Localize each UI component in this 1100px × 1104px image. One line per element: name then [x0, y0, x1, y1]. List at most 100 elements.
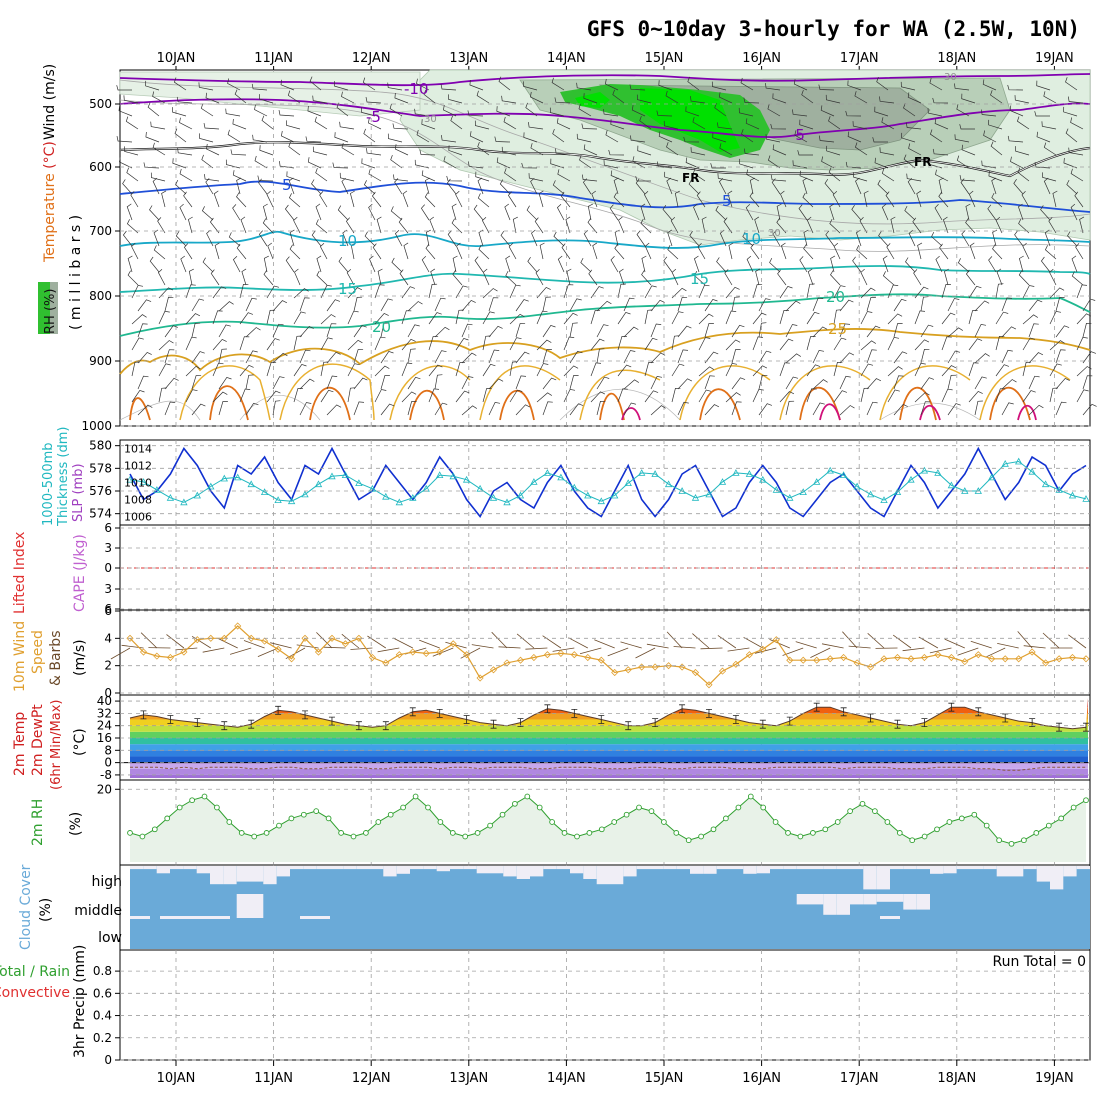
wind-barb [246, 403, 258, 415]
wind-barb [377, 217, 381, 233]
wind-barb [753, 313, 766, 324]
wind-barb [391, 206, 402, 220]
wind-barb [651, 353, 665, 363]
lifted-index-axis-label: Lifted Index [12, 532, 28, 614]
wind-barb [317, 271, 327, 285]
wind10m-barb [810, 648, 830, 658]
rh2m-marker [314, 809, 319, 814]
cloud-high-clear [917, 866, 930, 869]
cloud-high-clear [690, 866, 703, 874]
wind-barb [240, 337, 249, 350]
cloud-high-clear [570, 866, 583, 873]
wind-barb [453, 256, 457, 272]
wind-barb [165, 297, 173, 311]
cloud-mid-clear [823, 894, 836, 915]
wind-barb [435, 298, 446, 311]
temp-color-band [130, 732, 1088, 738]
wind-barb [117, 136, 132, 142]
wind10m-barb [543, 636, 561, 648]
rh2m-marker [699, 834, 704, 839]
wind-barb [340, 122, 354, 129]
wind-barb [264, 256, 269, 272]
wind-barb [975, 324, 986, 337]
wind-barb [618, 389, 628, 402]
wind-barb [180, 169, 192, 181]
wind-barb [435, 375, 442, 389]
wind-barb [672, 288, 686, 298]
cloud-high-clear [717, 866, 730, 869]
pressure-axis-label: ( m i l l i b a r s ) [68, 215, 84, 330]
wind-barb [732, 378, 745, 389]
wind-barb [834, 338, 846, 350]
wind-barb [786, 325, 797, 338]
wind10m-barb [499, 647, 521, 648]
wind-barb [403, 191, 408, 207]
top-date-label: 13JAN [449, 51, 488, 66]
y-tick-label: 1000 [81, 419, 112, 433]
wind-barb [176, 180, 186, 194]
wind-barb [861, 388, 869, 402]
wind-barb [888, 314, 902, 324]
cloud-cover-label: Cloud Cover [18, 864, 34, 950]
wind-barb [678, 326, 691, 337]
wind-barb [317, 256, 321, 272]
wind-barb [395, 230, 402, 246]
bottom-date-label: 19JAN [1035, 1071, 1074, 1086]
wind-barb [228, 130, 240, 142]
wind-barb [615, 244, 624, 259]
wind-barb [150, 257, 159, 272]
rh2m-marker [239, 831, 244, 836]
wind-barb [402, 392, 416, 402]
wind-barb [294, 336, 302, 350]
rh2m-marker [811, 831, 816, 836]
rh2m-marker [426, 805, 431, 810]
wind-barb [186, 337, 197, 350]
slp-tick-label: 1012 [124, 460, 152, 473]
cloud-high-clear [330, 866, 343, 869]
wind-barb [150, 206, 160, 221]
wind-barb [554, 232, 564, 246]
wind-barb [483, 269, 489, 285]
wind-barb [462, 406, 477, 415]
wind-barb [273, 377, 285, 389]
wind-barb [268, 243, 273, 259]
rh2m-label: 2m RH [30, 799, 46, 846]
wind10m-barb [393, 638, 413, 648]
wind-barb [567, 269, 571, 285]
rh2m-marker [289, 816, 294, 821]
wind-barb [327, 300, 340, 311]
cloud-cover-panel: high middle low Cloud Cover (%) [18, 864, 1090, 950]
wind-barb [786, 401, 794, 415]
wind-barb [840, 406, 855, 416]
wind-barb [516, 405, 530, 415]
wind-barb [969, 391, 983, 402]
wind-barb [834, 391, 847, 402]
cloud-high-clear [810, 866, 823, 869]
y-tick-label: 580 [89, 439, 112, 453]
wind-barb [429, 313, 442, 325]
cloud-high-clear [637, 866, 650, 869]
rh2m-marker [525, 794, 530, 799]
wind-barb [942, 337, 952, 350]
y-tick-label: -8 [100, 768, 112, 782]
wind-barb [948, 375, 956, 389]
wind-barb [975, 301, 989, 311]
y-tick-label: 6 [104, 604, 112, 618]
wind-barb [506, 256, 510, 272]
wind-barb [645, 310, 653, 324]
wind-barb [624, 298, 635, 311]
wind-barb [447, 176, 462, 181]
temp-color-band [130, 738, 1088, 744]
rh2m-marker [177, 805, 182, 810]
wind-barb [335, 132, 348, 142]
wind-barb [705, 405, 719, 415]
wind-barb [456, 191, 462, 207]
rh2m-y-ticks: 20 [97, 782, 1090, 796]
wind10m-barb [647, 644, 669, 648]
bottom-date-label: 14JAN [547, 1071, 586, 1086]
wind-barb [813, 298, 823, 311]
contour-label-p20b: 20 [826, 288, 845, 306]
cloud-mid-clear [890, 894, 903, 902]
cloud-high-clear [1077, 866, 1090, 869]
